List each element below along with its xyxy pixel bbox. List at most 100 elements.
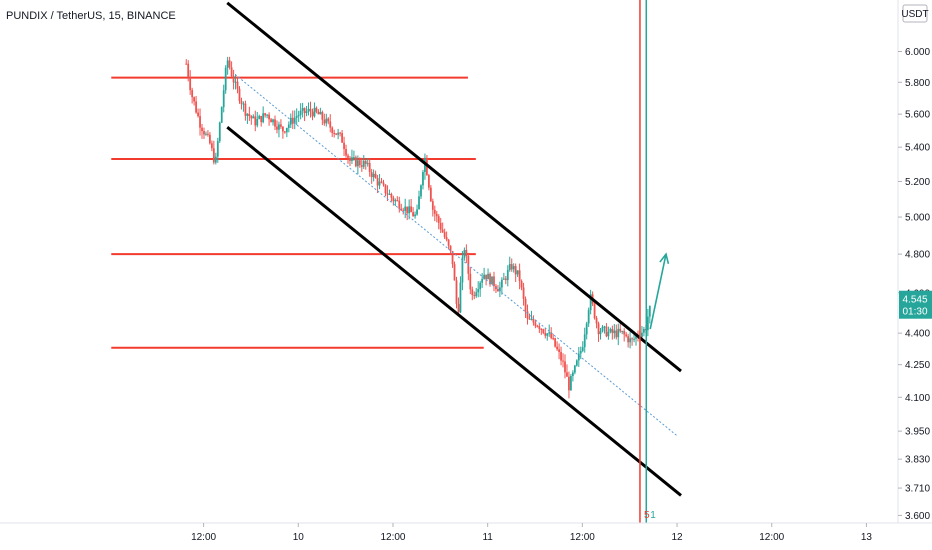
candle-body [510,263,513,270]
candle-body [258,115,261,120]
symbol-title: PUNDIX / TetherUS, 15, BINANCE [6,10,176,22]
candle-body [236,81,239,89]
candle-body [400,208,403,211]
last-price-label: 4.545 [902,295,927,306]
price-tick-label: 5.400 [905,143,930,154]
candle-body [623,330,626,335]
candle-body [615,330,618,338]
candle-body [349,157,351,161]
trend-channel[interactable] [226,1,682,497]
time-tick-label: 13 [861,532,873,543]
channel-upper-line [226,1,682,373]
candle-body [538,326,541,330]
candle-body [560,352,562,361]
candle-body [648,305,651,317]
price-tick-label: 4.400 [905,329,930,340]
candle-body [514,266,517,275]
candle-body [362,160,365,167]
candle-body [532,318,535,323]
candle-body [276,126,278,130]
price-tick-label: 3.600 [905,511,930,522]
candle-body [210,143,213,149]
candle-body [266,114,269,116]
candle-body [577,353,580,361]
candle-body [601,326,604,332]
candle-body [481,278,484,283]
candle-body [526,311,529,319]
candle-body [295,116,298,118]
candle-body [479,282,482,290]
candle-body [447,239,450,246]
vertical-lines[interactable] [639,0,648,523]
candle-body [433,209,436,214]
candle-body [299,110,302,115]
candle-body [493,276,495,287]
candle-body [437,216,440,223]
time-axis[interactable]: 12:00 10 12:00 11 12:00 12 12:00 13 [191,523,872,543]
candle-body [203,131,205,135]
candle-body [483,274,486,279]
candle-body [627,336,630,343]
candle-body [534,322,537,327]
candle-body [319,112,322,115]
candle-body [392,197,395,202]
candle-body [331,127,334,134]
candle-body [212,148,215,163]
projection-arrow[interactable] [649,252,670,330]
candle-body [374,173,377,179]
candle-body [605,326,608,337]
candle-body [386,193,389,195]
candle-body [544,332,547,336]
candle-body [248,113,251,117]
candle-body [429,187,432,202]
time-tick-label: 11 [482,532,493,543]
candle-body [540,329,543,331]
candle-body [562,360,564,362]
candle-body [524,298,527,312]
candle-body [189,77,192,91]
candle-body [191,90,194,98]
price-axis[interactable]: 6.0005.8005.6005.4005.2005.0004.8004.600… [898,47,930,522]
price-tick-label: 5.000 [905,213,930,224]
candle-body [305,111,308,114]
candle-body [404,206,407,211]
candle-body [205,133,207,135]
candle-body [230,67,233,77]
candle-body [402,210,405,212]
last-price-tag-box [899,290,932,319]
candle-body [398,200,401,209]
candle-body [315,107,318,112]
candle-body [339,132,342,134]
candle-body [193,97,196,102]
candle-body [244,103,247,116]
candle-body [485,274,487,280]
candle-body [617,328,620,338]
candle-body [589,294,592,311]
candle-body [354,157,357,167]
candle-body [420,185,422,197]
candle-body [463,249,466,258]
candle-body [451,250,454,265]
candle-body [274,119,276,127]
candle-body [475,292,478,297]
price-tick-label: 5.600 [905,110,930,121]
candle-body [207,133,209,135]
candle-body [347,155,349,158]
candle-body [416,209,418,215]
price-tick-label: 5.800 [905,78,930,89]
candle-body [441,229,444,233]
candle-body [497,289,499,292]
candle-body [506,269,509,281]
candle-body [587,310,590,324]
candle-body [376,178,379,186]
candle-body [283,131,286,133]
candle-body [287,124,290,128]
horizontal-levels[interactable] [111,76,484,349]
candle-body [536,326,539,328]
candle-body [185,63,188,65]
candle-body [613,330,616,334]
candle-body [321,112,324,120]
candle-body [528,318,531,320]
